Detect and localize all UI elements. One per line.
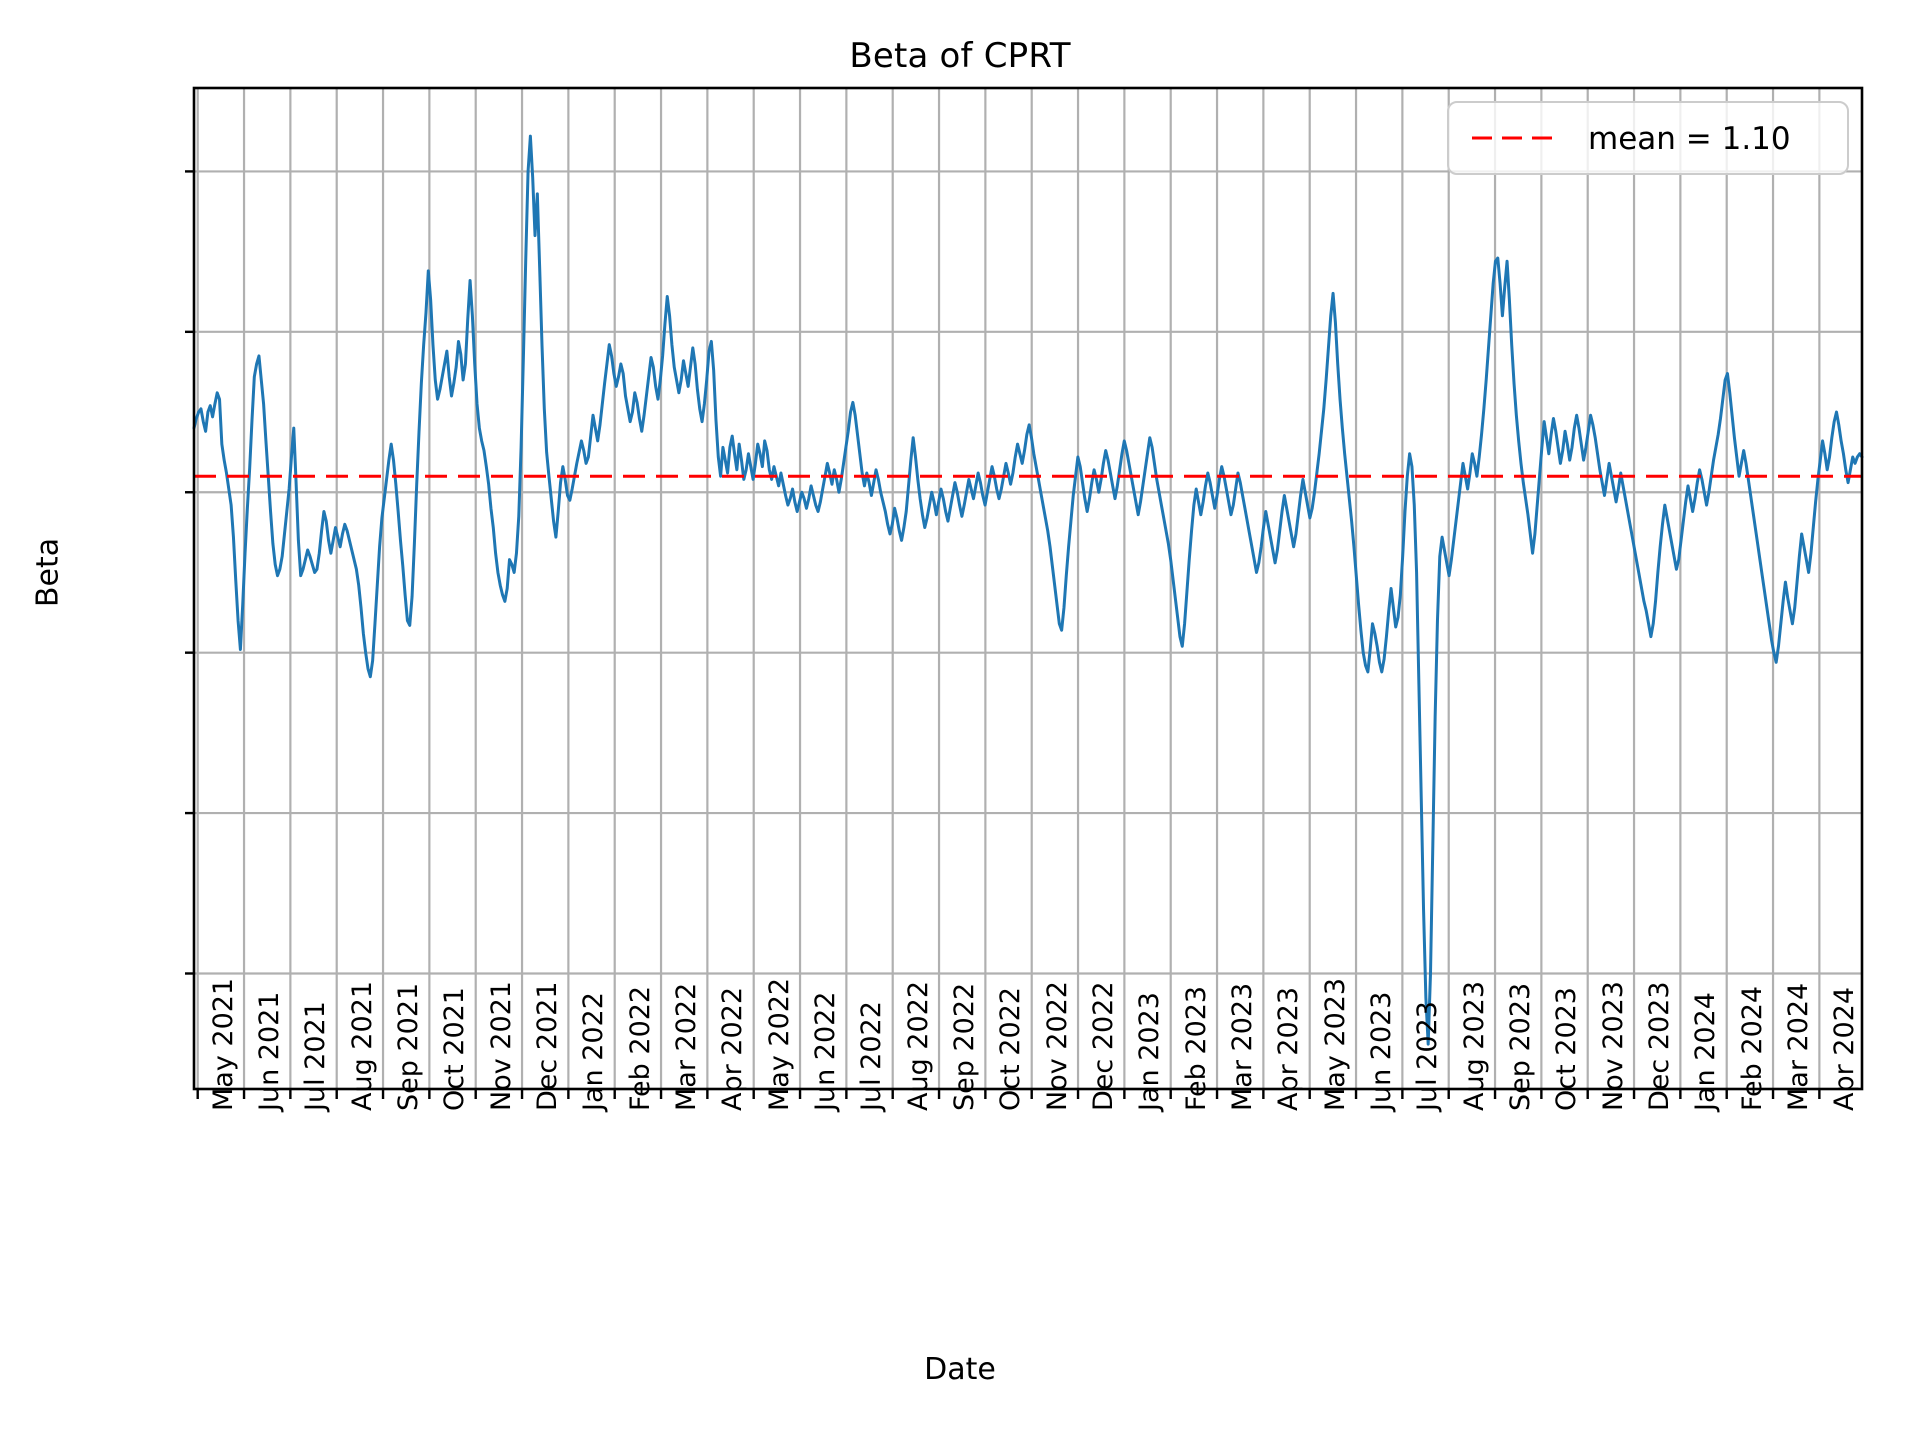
- x-tick-label: Mar 2023: [1227, 982, 1259, 1111]
- x-tick-label: Feb 2024: [1736, 985, 1768, 1111]
- x-tick-label: Sep 2023: [1505, 982, 1537, 1111]
- chart-legend: mean = 1.10: [1447, 101, 1849, 175]
- y-axis-label: Beta: [30, 537, 66, 608]
- x-tick-label: Feb 2022: [624, 985, 656, 1111]
- chart-title: Beta of CPRT: [849, 36, 1071, 76]
- x-tick-label: Aug 2021: [346, 980, 378, 1111]
- grid-lines: [194, 88, 1862, 1089]
- x-tick-label: Jan 2023: [1134, 992, 1166, 1111]
- x-tick-label: Jul 2022: [856, 1001, 888, 1111]
- x-tick-label: Aug 2023: [1458, 980, 1490, 1111]
- x-tick-label: May 2022: [763, 977, 795, 1111]
- x-tick-label: Jun 2022: [810, 991, 842, 1111]
- x-tick-label: Oct 2023: [1551, 987, 1583, 1111]
- x-tick-label: Oct 2022: [995, 987, 1027, 1111]
- x-tick-label: Apr 2022: [717, 986, 749, 1111]
- x-tick-label: Jan 2024: [1690, 992, 1722, 1111]
- axis-spines: [192, 86, 1864, 1091]
- x-tick-label: Jul 2021: [300, 1001, 332, 1111]
- data-series-line: [192, 134, 1864, 1046]
- x-tick-label: May 2021: [207, 977, 239, 1111]
- x-tick-label: Apr 2023: [1273, 986, 1305, 1111]
- axis-tick-marks: [185, 170, 1821, 1099]
- legend-entry-label: mean = 1.10: [1588, 121, 1791, 157]
- x-axis-label: Date: [924, 1352, 996, 1387]
- x-tick-label: Dec 2021: [532, 981, 564, 1111]
- x-tick-label: Sep 2022: [949, 982, 981, 1111]
- x-tick-label: Sep 2021: [393, 982, 425, 1111]
- x-tick-label: Jun 2021: [254, 991, 286, 1111]
- x-tick-label: Nov 2021: [485, 981, 517, 1111]
- x-tick-label: Dec 2022: [1088, 981, 1120, 1111]
- x-tick-label: Mar 2022: [671, 982, 703, 1111]
- x-tick-label: Mar 2024: [1783, 982, 1815, 1111]
- x-tick-label: Feb 2023: [1180, 985, 1212, 1111]
- x-tick-label: Dec 2023: [1644, 981, 1676, 1111]
- x-tick-label: Jul 2023: [1412, 1001, 1444, 1111]
- x-tick-label: Nov 2023: [1597, 981, 1629, 1111]
- x-tick-label: Oct 2021: [439, 987, 471, 1111]
- x-tick-label: Jan 2022: [578, 992, 610, 1111]
- x-tick-label: Apr 2024: [1829, 986, 1861, 1111]
- x-tick-label: Aug 2022: [902, 980, 934, 1111]
- x-tick-label: Nov 2022: [1041, 981, 1073, 1111]
- x-tick-label: Jun 2023: [1366, 991, 1398, 1111]
- x-tick-label: May 2023: [1319, 977, 1351, 1111]
